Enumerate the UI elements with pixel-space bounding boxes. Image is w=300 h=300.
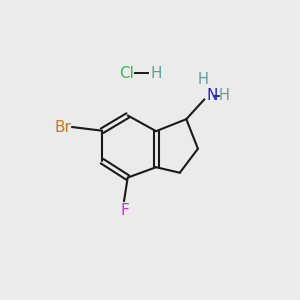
Text: N: N — [206, 88, 218, 103]
Text: H: H — [219, 88, 230, 103]
Text: H: H — [198, 72, 209, 87]
Text: F: F — [120, 203, 129, 218]
Text: H: H — [150, 66, 162, 81]
Text: Br: Br — [54, 119, 71, 134]
Text: Cl: Cl — [118, 66, 134, 81]
